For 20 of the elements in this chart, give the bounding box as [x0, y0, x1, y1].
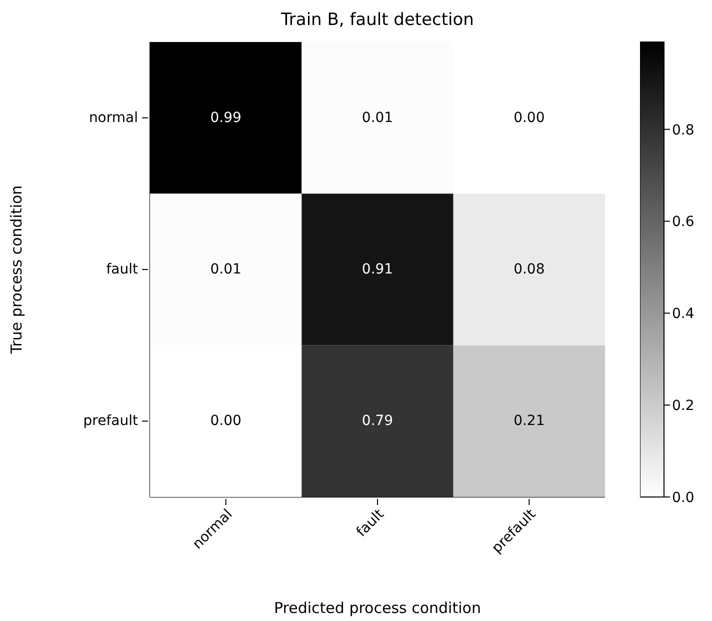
data-label: 0.00 — [210, 413, 242, 430]
data-label: 0.21 — [514, 413, 545, 430]
x-axis-title: Predicted process condition — [274, 599, 481, 617]
color-bar-label: 0.0 — [672, 490, 694, 506]
data-label: 0.08 — [514, 262, 545, 278]
y-tick-label: fault — [106, 262, 139, 278]
color-bar-label: 0.2 — [672, 398, 694, 414]
color-bar-label: 0.4 — [672, 306, 694, 322]
y-axis-title: True process condition — [7, 185, 26, 355]
data-label: 0.91 — [362, 262, 394, 278]
y-tick-label: normal — [88, 110, 138, 126]
data-label: 0.79 — [362, 413, 394, 430]
color-bar-label: 0.8 — [672, 122, 694, 138]
data-label: 0.01 — [362, 110, 394, 126]
chart-title: Train B, fault detection — [280, 10, 475, 30]
color-bar-label: 0.6 — [672, 214, 694, 230]
y-tick-label: prefault — [83, 413, 138, 430]
data-label: 0.01 — [210, 262, 242, 278]
data-label: 0.00 — [514, 110, 545, 126]
data-label: 0.99 — [210, 110, 242, 126]
